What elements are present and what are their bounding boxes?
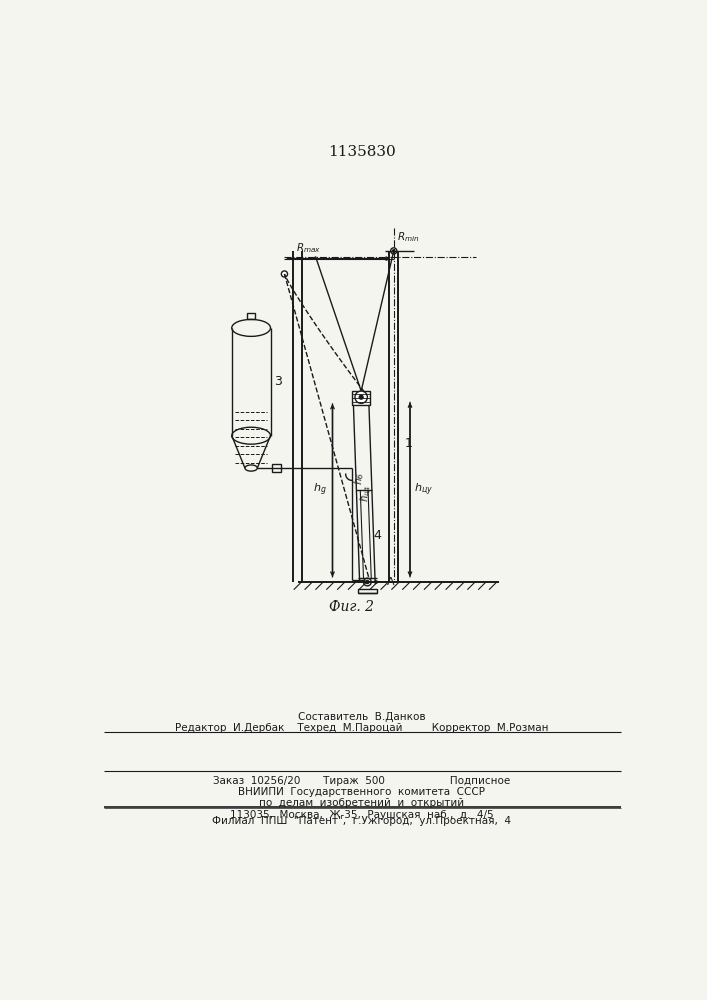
Text: 4: 4 (373, 529, 382, 542)
Text: $h_{цy}$: $h_{цy}$ (414, 481, 433, 498)
Text: Составитель  В.Данков: Составитель В.Данков (298, 712, 426, 722)
Text: Фиг. 2: Фиг. 2 (329, 600, 375, 614)
Bar (358, 589, 377, 593)
Circle shape (392, 250, 395, 252)
Text: по  делам  изобретений  и  открытий: по делам изобретений и открытий (259, 798, 464, 808)
Text: ВНИИПИ  Государственного  комитета  СССР: ВНИИПИ Государственного комитета СССР (238, 787, 486, 797)
Text: A: A (387, 577, 395, 587)
Circle shape (366, 580, 369, 584)
Text: $h_{цд}$: $h_{цд}$ (358, 485, 373, 502)
Text: $h_б$: $h_б$ (351, 471, 366, 485)
Ellipse shape (245, 465, 257, 471)
Text: 1: 1 (404, 437, 412, 450)
Text: Заказ  10256/20       Тираж  500                    Подписное: Заказ 10256/20 Тираж 500 Подписное (214, 776, 510, 786)
Ellipse shape (232, 319, 271, 336)
Ellipse shape (232, 427, 271, 444)
Bar (352, 391, 370, 405)
Text: $R_{max}$: $R_{max}$ (296, 241, 321, 255)
Text: $R_{min}$: $R_{min}$ (397, 230, 419, 244)
Text: $h_g$: $h_g$ (313, 481, 327, 498)
Text: 113035,  Москва,  Ж-35,  Раушская  наб.,  д.  4/5: 113035, Москва, Ж-35, Раушская наб., д. … (230, 810, 493, 820)
Text: 1135830: 1135830 (328, 145, 396, 159)
Circle shape (391, 248, 397, 254)
Circle shape (363, 578, 371, 586)
Circle shape (355, 391, 368, 403)
Bar (272, 464, 281, 472)
Text: Филиал  ППШ  "Патент",  г.Ужгород,  ул.Проектная,  4: Филиал ППШ "Патент", г.Ужгород, ул.Проек… (212, 816, 511, 826)
Text: 3: 3 (274, 375, 281, 388)
Text: Редактор  И.Дербак    Техред  М.Пароцай         Корректор  М.Розман: Редактор И.Дербак Техред М.Пароцай Корре… (175, 723, 549, 733)
Circle shape (359, 395, 363, 399)
Circle shape (281, 271, 288, 277)
Bar (247, 313, 255, 319)
